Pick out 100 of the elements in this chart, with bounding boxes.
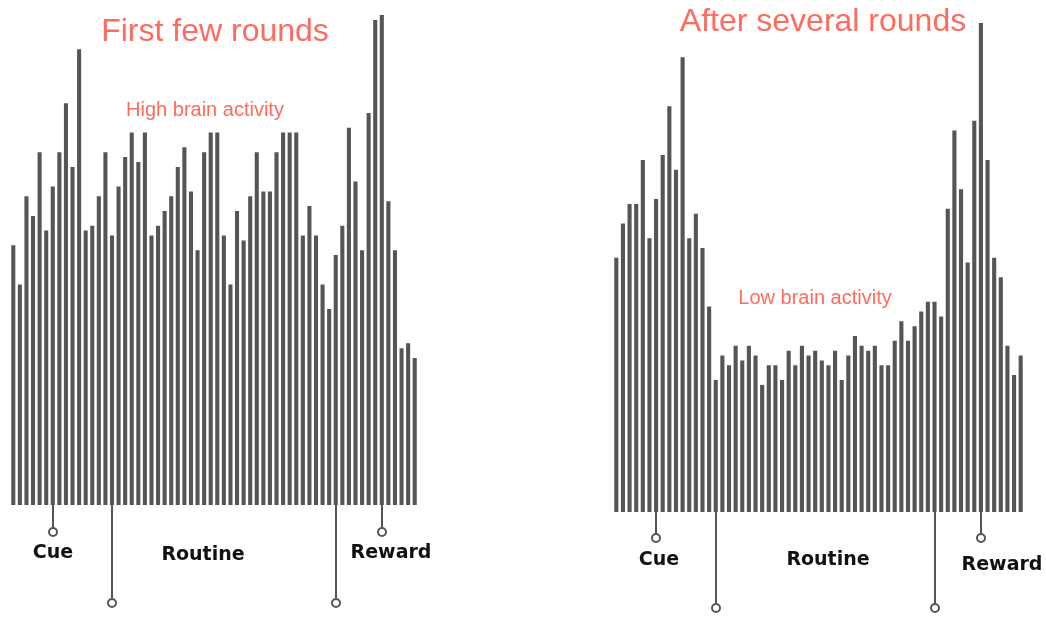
text: Routine (786, 546, 870, 569)
bar (866, 350, 871, 512)
bar (660, 155, 665, 512)
bar (287, 132, 292, 505)
bar (182, 147, 187, 505)
bar (673, 169, 679, 512)
text: Cue (32, 539, 74, 562)
bar (693, 213, 698, 512)
text: Reward (350, 539, 432, 562)
bar (846, 355, 851, 512)
bar (958, 189, 964, 512)
bar (241, 240, 246, 505)
bar (925, 301, 930, 512)
bar (766, 365, 771, 512)
bar (985, 159, 990, 512)
bar (779, 379, 785, 512)
bar (826, 365, 831, 512)
bar (156, 225, 161, 505)
bar (640, 159, 645, 512)
bar (813, 350, 818, 512)
bar (799, 345, 804, 512)
bar (627, 203, 632, 512)
text: Cue (638, 546, 680, 569)
bar (859, 345, 864, 512)
bar (63, 103, 68, 505)
bar (129, 132, 134, 505)
bar (294, 132, 299, 505)
bar (634, 203, 639, 512)
bar (169, 196, 174, 505)
bar (234, 211, 240, 505)
bar (373, 19, 378, 505)
bar (261, 191, 266, 505)
bar (905, 340, 911, 512)
bar (248, 196, 253, 505)
bar (687, 238, 692, 512)
bar (221, 235, 226, 505)
bar (392, 250, 398, 505)
bar (965, 262, 970, 512)
bar (919, 311, 924, 512)
chart-title: First few rounds (101, 11, 329, 48)
bar (852, 335, 858, 512)
bar (346, 127, 351, 505)
bar (892, 340, 897, 512)
bar (11, 245, 16, 505)
bar (24, 196, 29, 505)
bar (281, 132, 286, 505)
bar (667, 106, 672, 512)
bar (17, 284, 22, 505)
bar (327, 309, 332, 505)
bar (720, 355, 725, 512)
bar (786, 350, 791, 512)
bar (274, 152, 279, 505)
bar (833, 350, 838, 512)
bar (103, 152, 108, 505)
bar (726, 365, 732, 512)
bar (819, 360, 824, 512)
bar (1012, 375, 1017, 512)
bar (939, 316, 944, 512)
bar (707, 306, 712, 512)
bar (886, 365, 891, 512)
bar (647, 238, 652, 512)
bar (972, 120, 977, 512)
bar (353, 181, 358, 505)
bar (44, 230, 49, 505)
bar (267, 191, 272, 505)
chart-title: After several rounds (679, 1, 967, 38)
bar (740, 360, 745, 512)
bar (872, 345, 877, 512)
bar (899, 321, 904, 512)
bar (340, 225, 345, 505)
bar (386, 201, 391, 505)
bar (149, 235, 154, 505)
bar (360, 250, 365, 505)
bar (228, 284, 233, 505)
bar (83, 230, 88, 505)
bar (320, 284, 325, 505)
bar (806, 355, 811, 512)
bar (992, 257, 997, 512)
bar (215, 132, 220, 505)
bar (945, 208, 950, 512)
bar (37, 152, 42, 505)
bar (753, 355, 758, 512)
bar (30, 215, 36, 505)
bar (1018, 355, 1023, 512)
bar (839, 379, 844, 512)
bar (307, 206, 312, 505)
annotation: High brain activity (126, 97, 284, 120)
bar (175, 166, 180, 505)
bar (760, 384, 765, 512)
bar (912, 326, 917, 512)
bar (116, 186, 121, 505)
bar (254, 152, 259, 505)
bar (406, 343, 411, 505)
bar (614, 257, 619, 512)
bar (620, 223, 625, 512)
bar (70, 166, 75, 505)
bar (136, 162, 141, 505)
bar (680, 57, 685, 512)
bar (188, 191, 194, 505)
bar (96, 196, 101, 505)
